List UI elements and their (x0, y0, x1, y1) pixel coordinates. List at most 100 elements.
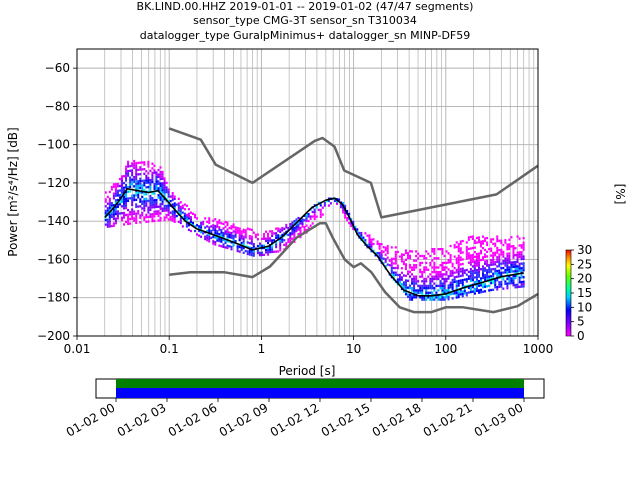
heatmap-cell (127, 185, 130, 189)
heatmap-cell (404, 290, 407, 294)
heatmap-cell (508, 256, 511, 260)
heatmap-cell (441, 261, 444, 265)
heatmap-cell (508, 245, 511, 248)
heatmap-cell (127, 213, 130, 216)
heatmap-cell (504, 259, 507, 263)
heatmap-cell (196, 233, 199, 236)
heatmap-cell (490, 263, 493, 266)
heatmap-cell (131, 169, 134, 172)
heatmap-cell (214, 241, 217, 244)
heatmap-cell (431, 291, 434, 294)
heatmap-cell (508, 259, 511, 262)
heatmap-cell (311, 222, 314, 225)
heatmap-cell (342, 206, 345, 209)
heatmap-cell (226, 233, 229, 236)
heatmap-cell (496, 260, 499, 263)
heatmap-cell (252, 249, 255, 253)
heatmap-cell (504, 262, 507, 265)
plot-frame (76, 48, 539, 337)
heatmap-cell (141, 186, 144, 189)
heatmap-cell (161, 175, 164, 178)
heatmap-cell (406, 295, 410, 299)
heatmap-cell (516, 274, 519, 277)
heatmap-cell (299, 231, 302, 234)
heatmap-cell (125, 206, 128, 210)
heatmap-cell (469, 254, 472, 257)
heatmap-cell (114, 189, 117, 193)
heatmap-cell (431, 259, 434, 262)
heatmap-cell (510, 268, 513, 271)
heatmap-cell (451, 265, 454, 268)
heatmap-cell (498, 285, 501, 288)
heatmap-cell (204, 237, 207, 241)
heatmap-cell (475, 278, 478, 281)
heatmap-cell (463, 287, 466, 290)
heatmap-cell (463, 271, 466, 274)
heatmap-cell (114, 217, 117, 220)
heatmap-cell (496, 258, 499, 261)
heatmap-cell (297, 228, 300, 231)
heatmap-cell (406, 256, 410, 259)
heatmap-cell (433, 252, 436, 255)
heatmap-cell (402, 274, 405, 277)
colorbar-tick-label: 15 (577, 286, 592, 300)
heatmap-cell (415, 254, 418, 258)
heatmap-cell (346, 219, 349, 222)
heatmap-cell (406, 254, 410, 257)
heatmap-cell (163, 177, 166, 180)
heatmap-cell (189, 211, 192, 214)
heatmap-cell (159, 193, 162, 197)
heatmap-cell (232, 230, 235, 233)
heatmap-cell (455, 241, 458, 244)
heatmap-cell (157, 214, 160, 218)
heatmap-cell (356, 230, 359, 233)
heatmap-cell (220, 222, 223, 225)
heatmap-cell (171, 219, 174, 222)
heatmap-cell (127, 215, 130, 219)
heatmap-cell (230, 245, 233, 249)
heatmap-cell (429, 282, 432, 285)
heatmap-cell (131, 203, 134, 207)
heatmap-cell (220, 245, 223, 248)
heatmap-cell (167, 213, 170, 217)
heatmap-cell (307, 219, 310, 223)
heatmap-cell (129, 176, 132, 179)
heatmap-cell (384, 258, 387, 261)
heatmap-cell (518, 255, 521, 259)
heatmap-cell (360, 236, 363, 239)
heatmap-cell (171, 191, 174, 195)
heatmap-cell (522, 276, 525, 279)
high-noise-model-line (168, 127, 539, 219)
heatmap-cell (104, 205, 107, 208)
heatmap-cell (437, 275, 440, 278)
heatmap-cell (500, 251, 503, 254)
heatmap-cell (449, 283, 452, 287)
heatmap-cell (145, 181, 148, 184)
heatmap-cell (406, 252, 410, 255)
heatmap-cell (157, 168, 160, 172)
heatmap-cell (433, 257, 436, 260)
heatmap-cell (139, 186, 142, 190)
heatmap-cell (216, 225, 219, 228)
heatmap-cell (210, 229, 213, 233)
heatmap-cell (480, 288, 483, 292)
heatmap-cell (494, 260, 497, 264)
heatmap-cell (421, 287, 424, 290)
heatmap-cell (200, 226, 203, 229)
heatmap-cell (108, 213, 111, 217)
heatmap-cell (167, 204, 170, 207)
heatmap-cell (344, 216, 347, 219)
heatmap-cell (463, 269, 466, 272)
heatmap-cell (175, 214, 178, 218)
heatmap-cell (246, 250, 249, 253)
heatmap-cell (157, 196, 160, 199)
heatmap-cell (500, 239, 503, 242)
heatmap-cell (212, 224, 215, 227)
heatmap-cell (108, 190, 111, 194)
heatmap-cell (522, 246, 525, 249)
time-tick-label: 01-02 18 (370, 400, 424, 439)
heatmap-cell (163, 181, 166, 185)
heatmap-cell (242, 228, 245, 231)
heatmap-cell (125, 195, 128, 198)
heatmap-cell (242, 240, 245, 243)
